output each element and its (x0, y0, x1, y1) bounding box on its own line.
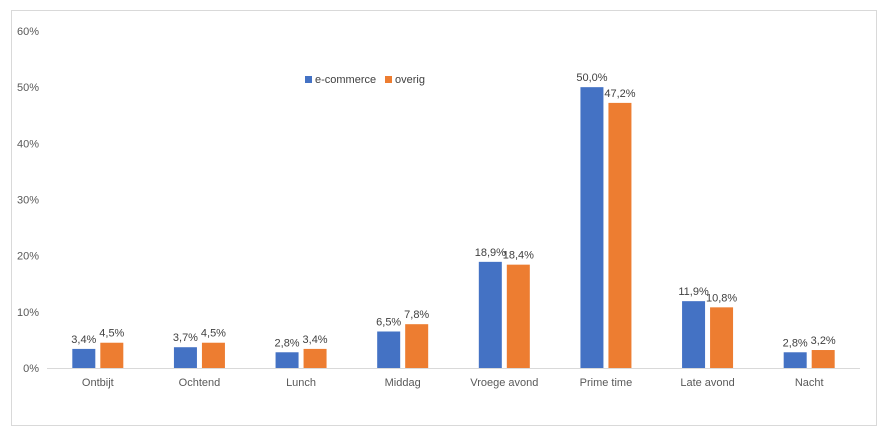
data-label: 6,5% (376, 316, 401, 328)
x-tick-label: Vroege avond (470, 377, 538, 389)
y-tick-label: 30% (17, 195, 39, 207)
data-label: 7,8% (404, 309, 429, 321)
bars (72, 87, 835, 369)
x-tick-label: Lunch (286, 377, 316, 389)
data-label: 4,5% (201, 328, 226, 340)
bar-overig-prime-time (608, 102, 632, 368)
y-tick-label: 60% (17, 26, 39, 38)
bar-overig-ochtend (201, 342, 225, 368)
data-label: 3,4% (71, 334, 96, 346)
y-tick-label: 40% (17, 138, 39, 150)
bar-overig-nacht (811, 350, 835, 368)
bar-overig-late-avond (710, 307, 734, 368)
y-tick-label: 10% (17, 307, 39, 319)
x-tick-label: Ontbijt (82, 377, 114, 389)
bar-e-commerce-ontbijt (72, 348, 96, 368)
bar-e-commerce-vroege-avond (478, 261, 502, 368)
bar-e-commerce-late-avond (682, 301, 706, 368)
x-tick-label: Prime time (580, 377, 633, 389)
bar-e-commerce-ochtend (173, 347, 197, 368)
y-axis: 0% 10% 20% 30% 40% 50% 60% (17, 26, 39, 375)
data-label: 50,0% (576, 72, 607, 84)
bar-overig-ontbijt (100, 342, 124, 368)
data-label: 47,2% (604, 88, 635, 100)
y-tick-label: 50% (17, 82, 39, 94)
data-label: 3,7% (173, 332, 198, 344)
bar-e-commerce-lunch (275, 352, 299, 368)
data-label: 18,9% (475, 247, 506, 259)
data-labels: 3,4%4,5% 3,7% 4,5%2,8% 3,4%6,5%7,8%18,9%18,… (71, 72, 836, 349)
bar-e-commerce-prime-time (580, 87, 604, 369)
bar-overig-lunch (303, 348, 327, 368)
data-label: 3,4% (303, 334, 328, 346)
x-tick-label: Middag (385, 377, 421, 389)
data-label: 11,9% (678, 286, 709, 298)
legend-swatch-overig (385, 76, 392, 83)
data-label: 4,5% (99, 328, 124, 340)
bar-overig-vroege-avond (506, 264, 530, 368)
data-label: 2,8% (783, 337, 808, 349)
bar-e-commerce-middag (377, 331, 401, 368)
legend: e-commerce overig (305, 74, 425, 86)
bar-e-commerce-nacht (783, 352, 807, 368)
data-label: 2,8% (275, 337, 300, 349)
x-tick-label: Nacht (795, 377, 824, 389)
bar-overig-middag (405, 324, 429, 368)
data-label: 3,2% (811, 335, 836, 347)
x-tick-label: Ochtend (179, 377, 221, 389)
legend-label-e-commerce: e-commerce (315, 74, 376, 86)
legend-swatch-e-commerce (305, 76, 312, 83)
y-tick-label: 0% (23, 363, 39, 375)
x-axis: Ontbijt Ochtend Lunch Middag Vroege avond Pri… (47, 368, 860, 389)
legend-label-overig: overig (395, 74, 425, 86)
x-tick-label: Late avond (680, 377, 734, 389)
y-tick-label: 20% (17, 251, 39, 263)
data-label: 10,8% (706, 292, 737, 304)
data-label: 18,4% (503, 250, 534, 262)
